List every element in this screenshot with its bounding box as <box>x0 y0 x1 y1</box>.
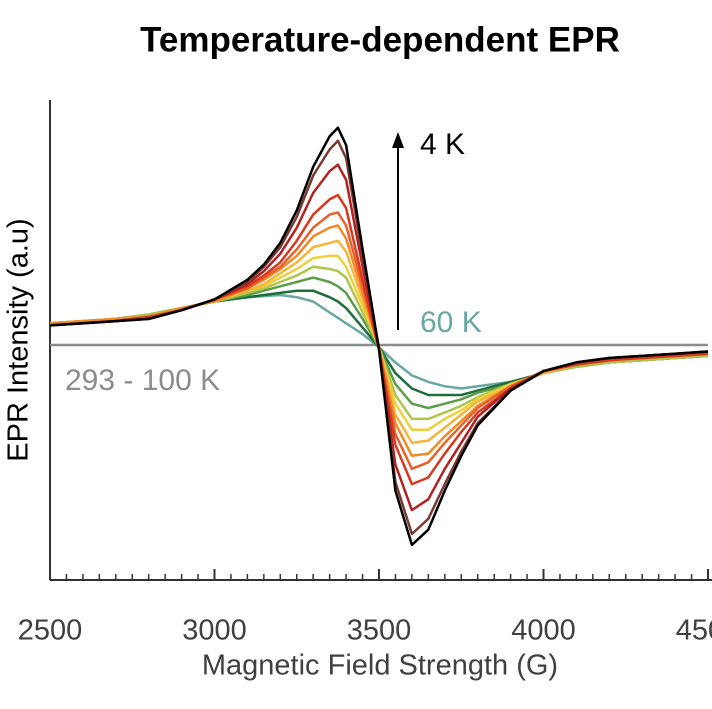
annotation: 293 - 100 K <box>65 364 220 397</box>
x-axis-label: Magnetic Field Strength (G) <box>202 650 558 682</box>
x-tick-label: 4000 <box>511 615 576 647</box>
y-axis-label: EPR Intensity (a.u) <box>3 218 35 461</box>
spectrum-line <box>49 126 709 547</box>
spectrum-line <box>49 224 709 458</box>
spectrum-line <box>49 193 709 486</box>
x-tick-label: 2500 <box>18 615 83 647</box>
annotation: 60 K <box>420 306 482 339</box>
spectrum-line <box>49 139 709 536</box>
x-tick-label: 3500 <box>347 615 412 647</box>
spectrum-line <box>49 163 709 512</box>
annotation: 4 K <box>420 128 465 161</box>
arrow-head <box>392 132 404 148</box>
chart-title: Temperature-dependent EPR <box>140 20 620 59</box>
x-tick-label: 3000 <box>182 615 247 647</box>
x-tick-label: 4500 <box>676 615 712 647</box>
spectrum-line <box>49 211 709 471</box>
